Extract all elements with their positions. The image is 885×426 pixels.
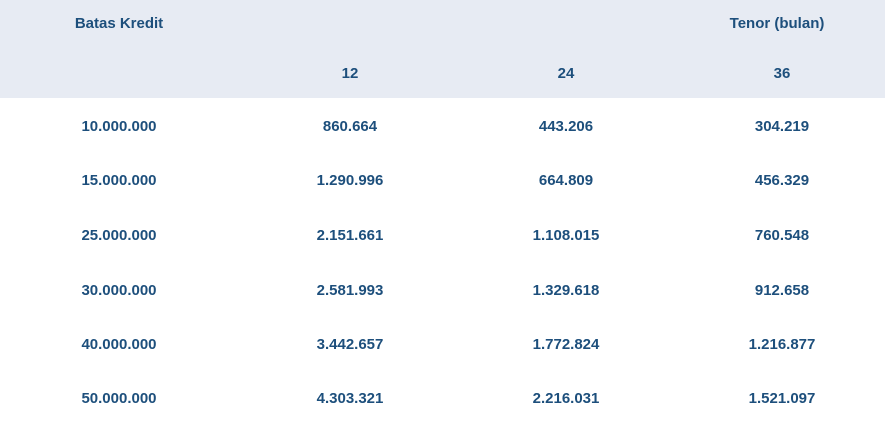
installment: 912.658 — [754, 282, 810, 299]
column-header: 12 — [341, 65, 359, 82]
installment: 1.290.996 — [316, 172, 384, 189]
credit-limit: 10.000.000 — [81, 118, 157, 135]
installment: 456.329 — [754, 172, 810, 189]
installment: 304.219 — [754, 118, 810, 135]
credit-limit: 50.000.000 — [81, 390, 157, 407]
credit-limit: 40.000.000 — [81, 336, 157, 353]
installment: 2.151.661 — [316, 227, 384, 244]
installment: 3.442.657 — [316, 336, 384, 353]
installment: 4.303.321 — [316, 390, 384, 407]
installment: 1.772.824 — [532, 336, 600, 353]
installment: 760.548 — [754, 227, 810, 244]
installment: 1.216.877 — [748, 336, 816, 353]
credit-limit: 30.000.000 — [81, 282, 157, 299]
installment: 1.108.015 — [532, 227, 600, 244]
credit-limit: 25.000.000 — [81, 227, 157, 244]
header-background — [0, 0, 885, 98]
header-title: Tenor (bulan) — [729, 15, 825, 32]
column-header: 24 — [557, 65, 575, 82]
installment: 2.581.993 — [316, 282, 384, 299]
header-title: Batas Kredit — [74, 15, 164, 32]
installment: 1.521.097 — [748, 390, 816, 407]
credit-limit: 15.000.000 — [81, 172, 157, 189]
column-header: 36 — [773, 65, 791, 82]
installment: 860.664 — [322, 118, 378, 135]
installment: 664.809 — [538, 172, 594, 189]
installment: 1.329.618 — [532, 282, 600, 299]
installment: 443.206 — [538, 118, 594, 135]
installment: 2.216.031 — [532, 390, 600, 407]
